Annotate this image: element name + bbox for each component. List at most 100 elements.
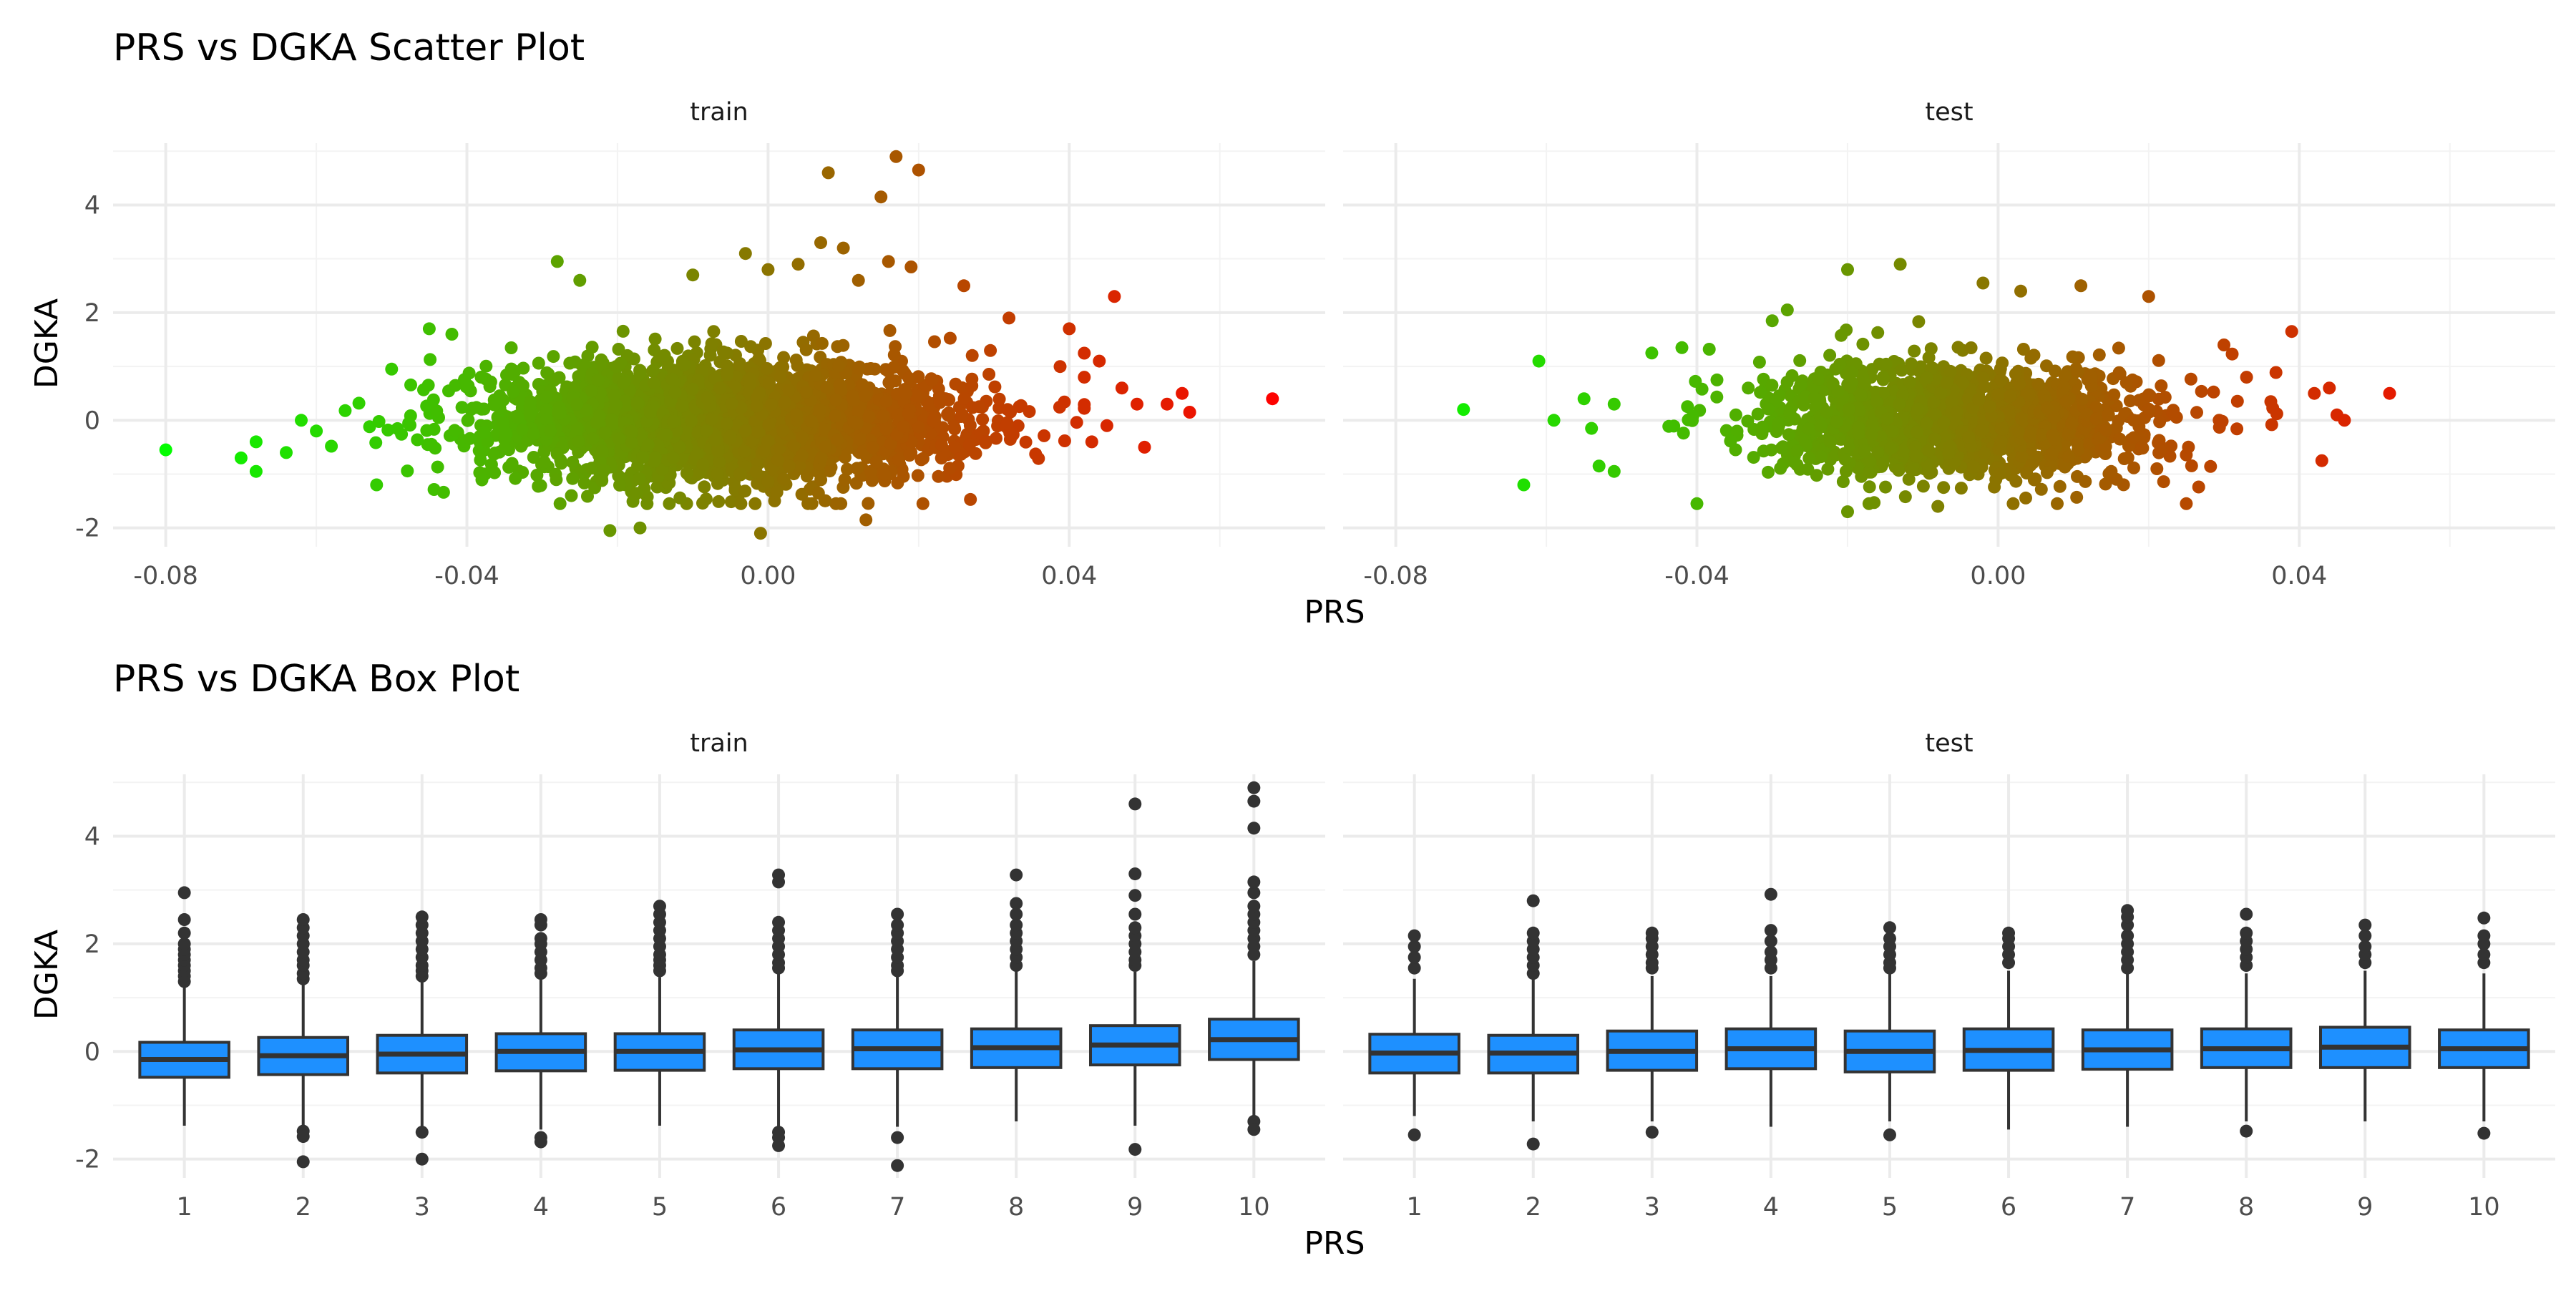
scatter-point <box>829 497 843 510</box>
scatter-point <box>904 260 918 273</box>
box-outlier <box>534 932 547 945</box>
scatter-point <box>1893 258 1907 271</box>
scatter-point <box>1920 416 1933 430</box>
scatter-point <box>2058 369 2072 382</box>
scatter-point <box>2315 454 2328 467</box>
scatter-point <box>1787 455 1800 469</box>
scatter-point <box>2047 411 2061 424</box>
box-outlier <box>177 937 191 950</box>
scatter-point <box>499 427 513 441</box>
scatter-point <box>795 449 809 462</box>
scatter-point <box>815 336 829 350</box>
box-outlier <box>1407 1128 1421 1141</box>
scatter-point <box>2152 354 2165 367</box>
scatter-point <box>509 472 522 485</box>
scatter-point <box>2195 384 2208 398</box>
scatter-point <box>563 356 577 370</box>
scatter-point <box>1038 429 1051 442</box>
scatter-point <box>2225 347 2239 361</box>
scatter-point <box>1845 366 1859 379</box>
box-outlier <box>891 918 904 932</box>
scatter-point <box>1645 346 1659 360</box>
scatter-point <box>532 356 545 370</box>
scatter-point <box>668 386 682 399</box>
scatter-point <box>2270 407 2283 421</box>
scatter-point <box>1790 444 1804 458</box>
scatter-point <box>1004 405 1018 419</box>
scatter-point <box>1782 428 1795 442</box>
box-outlier <box>653 900 666 913</box>
x-tick-label: 1 <box>177 1193 192 1222</box>
scatter-point <box>2053 479 2067 493</box>
scatter-point <box>488 447 502 460</box>
scatter-point <box>395 427 409 441</box>
scatter-points <box>1457 258 2396 519</box>
scatter-point <box>422 322 436 336</box>
scatter-point <box>1093 354 1106 368</box>
scatter-point <box>1940 376 1953 390</box>
scatter-point <box>821 166 835 180</box>
scatter-point <box>673 491 687 505</box>
scatter-point <box>1547 414 1561 427</box>
scatter-point <box>1131 397 1143 411</box>
scatter-point <box>725 397 738 411</box>
scatter-point <box>372 415 386 428</box>
scatter-point <box>610 399 623 411</box>
x-tick-label: 2 <box>296 1193 311 1222</box>
scatter-point <box>1762 465 1775 479</box>
scatter-point <box>2157 475 2170 489</box>
scatter-point <box>829 394 843 406</box>
y-tick-label: 2 <box>84 299 100 328</box>
box-outlier <box>1407 961 1421 975</box>
scatter-point <box>2009 367 2022 381</box>
scatter-point <box>2142 388 2155 401</box>
box-outlier <box>296 1155 310 1169</box>
y-tick-label: 0 <box>84 1038 100 1066</box>
scatter-point <box>424 353 437 366</box>
scatter-point <box>1085 435 1098 449</box>
scatter-point <box>2150 462 2164 475</box>
scatter-point <box>984 344 997 357</box>
box-outlier <box>1247 900 1261 913</box>
scatter-point <box>523 401 537 414</box>
scatter-point <box>713 455 726 469</box>
scatter-point <box>590 416 603 429</box>
scatter-point <box>1908 440 1922 454</box>
scatter-point <box>1972 393 1986 406</box>
scatter-point <box>724 495 738 509</box>
scatter-point <box>804 414 818 428</box>
scatter-point <box>2079 474 2092 488</box>
scatter-point <box>633 472 646 485</box>
facet-strip-label: test <box>1925 729 1973 758</box>
scatter-point <box>1802 452 1816 465</box>
box-6 <box>732 868 825 1152</box>
scatter-panel-test: test-0.08 -0.04 0.00 0.04 <box>1343 98 2555 590</box>
scatter-point <box>764 398 778 411</box>
scatter-point <box>1862 465 1875 479</box>
scatter-point <box>1730 424 1744 438</box>
scatter-point <box>581 489 594 503</box>
scatter-point <box>1903 375 1916 389</box>
scatter-point <box>2089 412 2103 426</box>
scatter-point <box>2240 371 2253 384</box>
scatter-point <box>648 332 662 346</box>
scatter-point <box>1863 454 1877 468</box>
scatter-point <box>2218 338 2230 351</box>
scatter-point <box>537 455 551 469</box>
scatter-point <box>1962 430 1976 444</box>
scatter-point <box>1964 341 1978 354</box>
scatter-point <box>1063 322 1076 336</box>
scatter-point <box>1893 397 1906 411</box>
scatter-point <box>532 479 545 493</box>
scatter-point <box>2074 279 2088 293</box>
box-outlier <box>1247 781 1261 794</box>
box-outlier <box>1128 921 1142 935</box>
box-10 <box>1208 781 1300 1136</box>
scatter-point <box>852 273 865 287</box>
y-tick-label: -2 <box>75 1146 100 1174</box>
scatter-point <box>553 406 567 420</box>
scatter-point <box>1002 311 1016 325</box>
scatter-point <box>744 340 758 354</box>
box-outlier <box>2002 926 2016 940</box>
x-tick-label: 0.04 <box>1041 562 1097 590</box>
